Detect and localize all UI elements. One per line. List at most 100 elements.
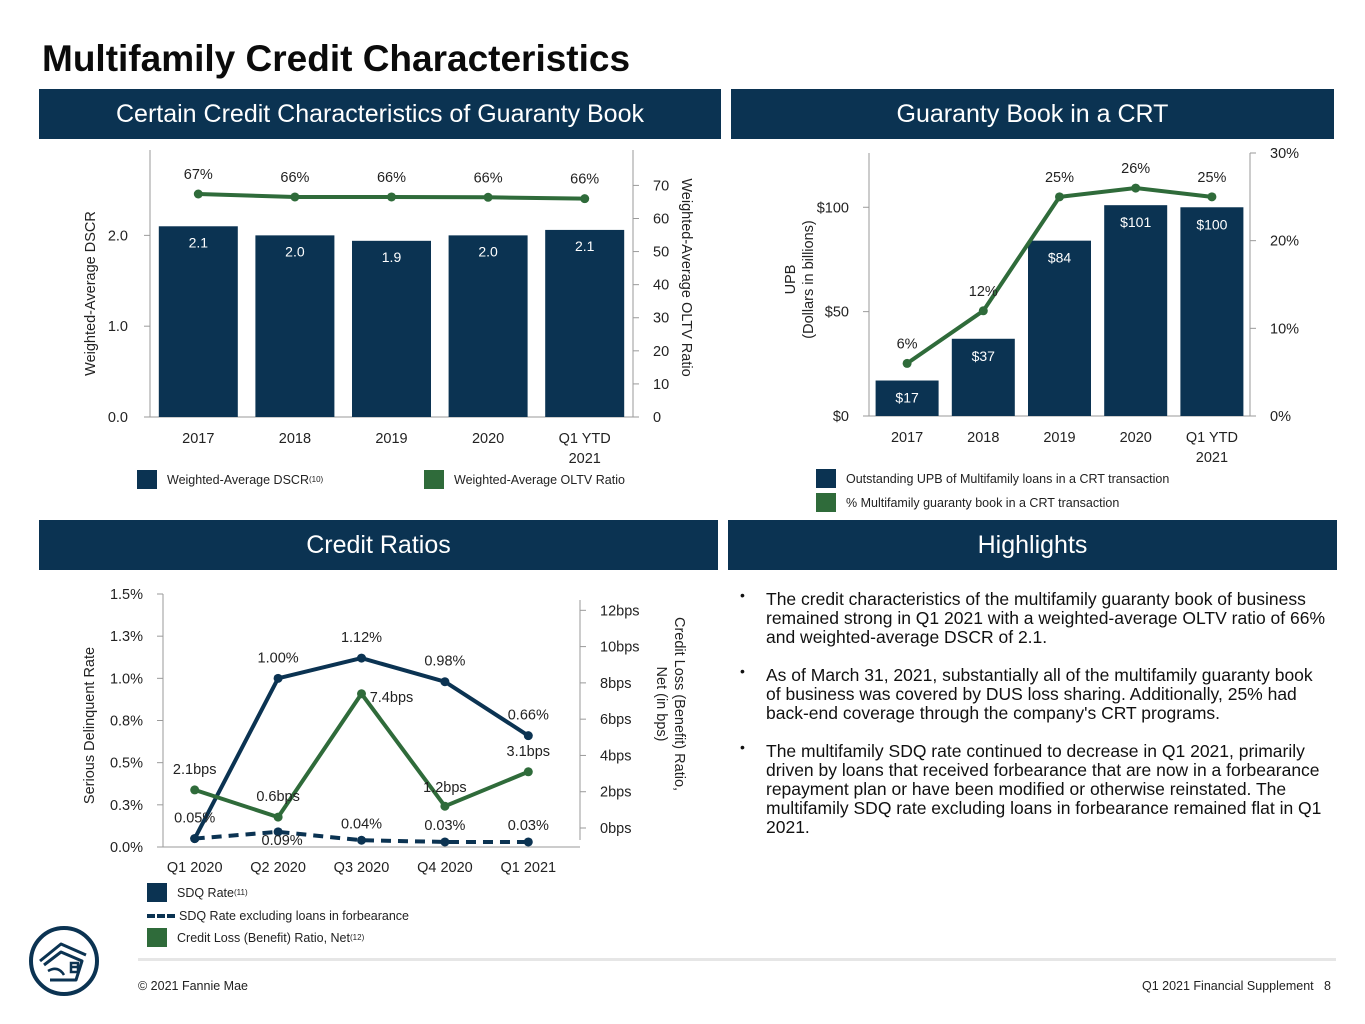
y2-tick-label: 10bps (600, 640, 640, 656)
x-tick-label: Q2 2020 (250, 860, 306, 876)
y2-tick-label: 10% (1270, 321, 1299, 337)
bar-data-label: 2.1 (189, 234, 209, 250)
highlight-item: The multifamily SDQ rate continued to de… (740, 738, 1330, 837)
legend-label: Credit Loss (Benefit) Ratio, Net (177, 930, 350, 945)
oltv-data-label: 66% (377, 170, 406, 186)
highlights-list: The credit characteristics of the multif… (740, 586, 1330, 856)
oltv-data-label: 67% (184, 167, 213, 183)
bar-dscr (158, 226, 238, 417)
x-tick-label: 2018 (967, 430, 999, 446)
y2-tick-label: 20 (653, 344, 669, 360)
oltv-point (290, 192, 300, 202)
legend-swatch (137, 470, 157, 489)
crt-percent-data-label: 12% (969, 284, 998, 300)
series-point-2 (440, 801, 450, 811)
x-tick-label-line: 2019 (1043, 430, 1075, 446)
y-axis-label-line: UPB (783, 265, 799, 295)
section-banner-highlights: Highlights (728, 520, 1337, 570)
x-tick-label: 2019 (375, 431, 407, 447)
bar-dscr (448, 235, 528, 417)
footer-copyright: © 2021 Fannie Mae (138, 979, 248, 993)
oltv-data-label: 66% (570, 172, 599, 188)
series-data-label-0: 0.05% (174, 811, 215, 827)
legend-label: Outstanding UPB of Multifamily loans in … (846, 471, 1170, 486)
x-tick-label: 2019 (1043, 430, 1075, 446)
y2-tick-label: 8bps (600, 676, 631, 692)
legend-swatch (147, 928, 167, 947)
series-data-label-2: 3.1bps (507, 744, 551, 760)
page-title: Multifamily Credit Characteristics (42, 38, 631, 79)
y-tick-label: 0.3% (110, 798, 143, 814)
crt-percent-point (978, 306, 988, 316)
y2-tick-label: 20% (1270, 234, 1299, 250)
y2-tick-label: 60 (653, 211, 669, 227)
y-tick-label: 0.5% (110, 756, 143, 772)
x-tick-label-line: 2021 (1196, 450, 1228, 466)
bar-upb (951, 338, 1015, 416)
y-tick-label: 1.0% (110, 671, 143, 687)
bar-data-label: 1.9 (382, 249, 402, 265)
legend-label: SDQ Rate excluding loans in forbearance (179, 909, 409, 923)
legend-item-upb: Outstanding UPB of Multifamily loans in … (816, 469, 1169, 488)
series-point-0 (440, 677, 450, 687)
series-point-2 (273, 812, 283, 822)
y2-tick-label: 0% (1270, 409, 1291, 425)
credit-ratios-chart: 0.0% 0.3% 0.5% 0.8% 1.0% 1.3% 1.5% 0bps 2bps 4bps… (82, 587, 687, 876)
oltv-point (483, 192, 493, 202)
bar-data-label: $84 (1048, 250, 1072, 266)
bar-data-label: $17 (895, 390, 919, 406)
legend-item-crt-percent: % Multifamily guaranty book in a CRT tra… (816, 493, 1119, 512)
section-banner-credit-ratios: Credit Ratios (39, 520, 718, 570)
x-tick-label-line: Q1 YTD (559, 431, 611, 447)
dscr-oltv-chart: 0.0 1.0 2.0 0 10 20 30 40 50 60 70 2.1 2017 2.0 2018 1.… (83, 150, 694, 467)
series-point-2 (523, 767, 533, 777)
series-data-label-1: 0.03% (508, 818, 549, 834)
x-tick-label-line: 2021 (569, 451, 601, 467)
x-tick-label-line: 2020 (1120, 430, 1152, 446)
y2-axis-label: Credit Loss (Benefit) Ratio,Net (in bps) (653, 617, 687, 791)
y-tick-label: $50 (825, 305, 849, 321)
bar-upb (1028, 240, 1091, 416)
x-tick-label: 2020 (472, 431, 504, 447)
oltv-data-label: 66% (474, 170, 503, 186)
series-data-label-2: 0.6bps (256, 789, 300, 805)
y2-tick-label: 50 (653, 245, 669, 261)
x-tick-label-line: 2017 (182, 431, 214, 447)
legend-label: Weighted-Average DSCR (167, 472, 309, 487)
y2-tick-label: 30% (1270, 146, 1299, 162)
y-tick-label: 0.0 (108, 410, 128, 426)
legend-label: SDQ Rate (177, 885, 234, 900)
y2-tick-label: 12bps (600, 603, 640, 619)
x-tick-label-line: 2017 (891, 430, 923, 446)
legend-item-oltv: Weighted-Average OLTV Ratio (424, 470, 625, 489)
x-tick-label: Q1 YTD 2021 (559, 431, 611, 467)
legend-item-sdq: SDQ Rate (11) (147, 883, 248, 902)
x-tick-label-line: 2019 (375, 431, 407, 447)
x-tick-label-line: Q1 YTD (1186, 430, 1238, 446)
legend-label: Weighted-Average OLTV Ratio (454, 472, 625, 487)
series-point-1 (523, 837, 533, 847)
y-tick-label: 0.0% (110, 840, 143, 856)
oltv-point (387, 192, 396, 202)
crt-percent-data-label: 6% (897, 336, 918, 352)
x-tick-label: 2018 (279, 431, 311, 447)
series-data-label-1: 0.03% (424, 818, 465, 834)
y2-tick-label: 40 (653, 278, 669, 294)
legend-item-dscr: Weighted-Average DSCR (10) (137, 470, 323, 489)
highlight-item: The credit characteristics of the multif… (740, 586, 1330, 647)
series-line-1 (194, 829, 529, 844)
y-tick-label: 1.3% (110, 629, 143, 645)
x-tick-label: 2017 (891, 430, 923, 446)
crt-chart: $0 $50 $100 0% 10% 20% 30% $17 2017 $37 2018 $84 201… (783, 146, 1299, 466)
oltv-data-label: 66% (280, 170, 309, 186)
y-axis-label: Serious Delinquent Rate (82, 647, 98, 804)
y2-axis-label-line: Credit Loss (Benefit) Ratio, (671, 617, 687, 791)
legend-swatch (816, 493, 836, 512)
oltv-point (580, 194, 590, 204)
y-axis-label-line: (Dollars in billions) (801, 220, 817, 338)
y2-tick-label: 0 (653, 410, 661, 426)
legend-swatch (147, 883, 167, 902)
legend-item-credit-loss: Credit Loss (Benefit) Ratio, Net (12) (147, 928, 364, 947)
series-data-label-2: 1.2bps (423, 780, 467, 796)
bar-data-label: 2.0 (285, 243, 305, 259)
